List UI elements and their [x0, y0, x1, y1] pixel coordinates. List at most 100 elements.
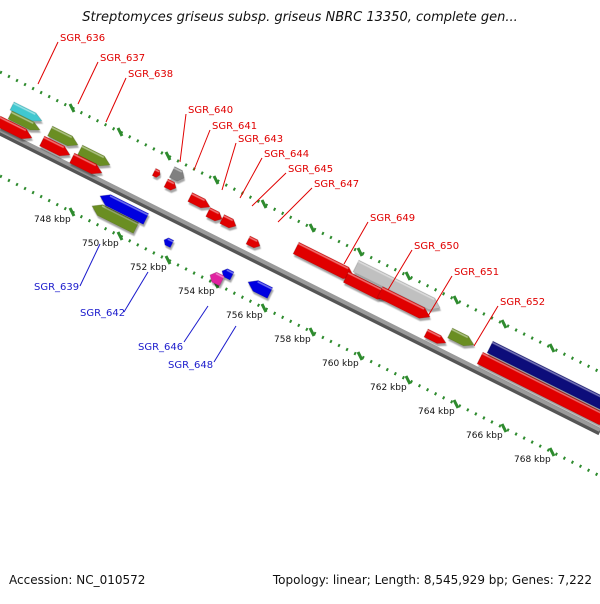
- gene-label-sgr-640: SGR_640: [188, 105, 233, 116]
- gene-sgr-648: [247, 280, 274, 299]
- gene-sgr-644: [205, 207, 223, 222]
- tick-label: 756 kbp: [226, 311, 263, 321]
- topology-label: Topology: linear; Length: 8,545,929 bp; …: [272, 573, 592, 587]
- leader-sgr-652: [473, 305, 499, 347]
- gene-label-sgr-642: SGR_642: [80, 308, 125, 319]
- gene-red-c: [69, 152, 103, 175]
- gene-sgr-645: [219, 214, 237, 229]
- lower-tick-guide: [0, 174, 600, 478]
- tick-mark-lower: [164, 255, 172, 265]
- gene-sgr-651: [423, 328, 447, 344]
- gene-red-long: [476, 351, 600, 426]
- leader-sgr-650: [387, 249, 413, 291]
- gene-sgr-636b: [7, 110, 41, 131]
- gene-red-a: [0, 115, 33, 140]
- tick-mark-lower: [68, 207, 76, 217]
- gene-red-b: [39, 135, 71, 157]
- gene-label-sgr-652: SGR_652: [500, 297, 545, 308]
- tick-label: 752 kbp: [130, 263, 167, 273]
- gene-sgr-638: [77, 144, 111, 167]
- leader-sgr-651: [427, 275, 453, 317]
- gene-sgr-650b: [376, 286, 431, 319]
- tick-mark-lower: [500, 423, 508, 433]
- tick-mark-lower: [116, 231, 124, 241]
- leader-sgr-643: [221, 142, 237, 191]
- tick-label: 760 kbp: [322, 359, 359, 369]
- gene-label-sgr-641: SGR_641: [212, 121, 257, 132]
- gene-label-sgr-650: SGR_650: [414, 241, 459, 252]
- leader-sgr-637: [77, 61, 99, 105]
- tick-label: 758 kbp: [274, 335, 311, 345]
- tick-mark-lower: [548, 447, 556, 457]
- tick-mark-upper: [548, 343, 556, 353]
- gene-label-sgr-644: SGR_644: [264, 149, 309, 160]
- tick-label: 754 kbp: [178, 287, 215, 297]
- tick-mark-upper: [356, 247, 364, 257]
- tick-label: 766 kbp: [466, 431, 503, 441]
- leader-sgr-641: [193, 129, 211, 171]
- gene-label-sgr-648: SGR_648: [168, 360, 213, 371]
- gene-label-sgr-643: SGR_643: [238, 134, 283, 145]
- tick-mark-lower: [356, 351, 364, 361]
- tick-mark-upper: [164, 151, 172, 161]
- leader-sgr-639: [79, 243, 101, 287]
- tick-mark-upper: [308, 223, 316, 233]
- gene-sgr-650: [352, 259, 441, 311]
- leader-sgr-638: [105, 77, 127, 123]
- leader-sgr-642: [123, 271, 149, 313]
- tick-mark-upper: [116, 127, 124, 137]
- gene-sgr-640: [168, 166, 185, 182]
- gene-blue-a: [99, 194, 150, 225]
- leader-sgr-645: [251, 172, 287, 207]
- leader-sgr-649: [343, 221, 369, 265]
- tick-label: 748 kbp: [34, 215, 71, 225]
- leader-sgr-644: [239, 157, 263, 199]
- gene-sgr-641: [163, 178, 177, 191]
- leader-sgr-648: [213, 325, 237, 363]
- gene-label-sgr-637: SGR_637: [100, 53, 145, 64]
- leader-sgr-636: [37, 41, 59, 85]
- gene-label-sgr-645: SGR_645: [288, 164, 333, 175]
- gene-label-sgr-636: SGR_636: [60, 33, 105, 44]
- tick-mark-upper: [212, 175, 220, 185]
- gene-sgr-652: [447, 327, 475, 347]
- tick-mark-lower: [308, 327, 316, 337]
- gene-sgr-636: [9, 101, 43, 122]
- gene-label-sgr-638: SGR_638: [128, 69, 173, 80]
- gene-sgr-647: [245, 235, 261, 249]
- tick-mark-lower: [260, 303, 268, 313]
- gene-sgr-640a: [151, 168, 161, 178]
- gene-label-sgr-639: SGR_639: [34, 282, 79, 293]
- accession-label: Accession: NC_010572: [9, 573, 146, 587]
- gene-label-sgr-647: SGR_647: [314, 179, 359, 190]
- tick-label: 750 kbp: [82, 239, 119, 249]
- tick-mark-upper: [452, 295, 460, 305]
- gene-label-sgr-651: SGR_651: [454, 267, 499, 278]
- gene-label-sgr-646: SGR_646: [138, 342, 183, 353]
- gene-sgr-637: [47, 125, 79, 147]
- tick-mark-lower: [452, 399, 460, 409]
- gene-sgr-646b: [221, 268, 235, 281]
- tick-label: 764 kbp: [418, 407, 455, 417]
- leader-sgr-646: [183, 305, 209, 343]
- gene-sgr-646: [209, 271, 225, 287]
- gene-sgr-643: [187, 192, 211, 209]
- upper-tick-guide: [0, 70, 600, 374]
- gene-sgr-642: [163, 237, 175, 248]
- tick-label: 762 kbp: [370, 383, 407, 393]
- tick-mark-lower: [404, 375, 412, 385]
- gene-sgr-639: [91, 204, 140, 234]
- tick-mark-upper: [260, 199, 268, 209]
- leader-sgr-647: [277, 187, 313, 223]
- page-title: Streptomyces griseus subsp. griseus NBRC…: [82, 10, 518, 25]
- tick-mark-upper: [68, 103, 76, 113]
- tick-label: 768 kbp: [514, 455, 551, 465]
- tick-mark-upper: [404, 271, 412, 281]
- leader-sgr-640: [179, 113, 187, 163]
- gene-navy-long: [486, 340, 600, 415]
- axis-line: [0, 128, 600, 432]
- tick-mark-upper: [500, 319, 508, 329]
- gene-label-sgr-649: SGR_649: [370, 213, 415, 224]
